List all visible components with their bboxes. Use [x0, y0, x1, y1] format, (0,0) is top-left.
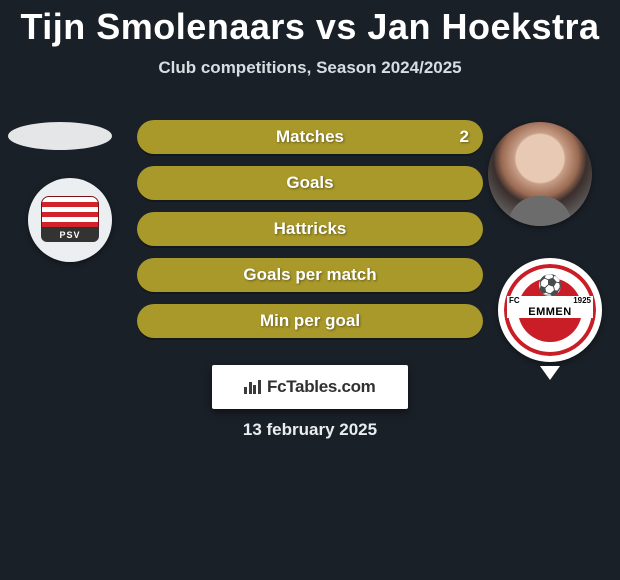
stat-row: Goals: [137, 166, 483, 200]
bar-chart-icon: [244, 380, 261, 394]
banner-text: FcTables.com: [267, 377, 376, 397]
stat-row: Min per goal: [137, 304, 483, 338]
stat-right-value: 2: [460, 127, 469, 147]
stat-row: Matches 2: [137, 120, 483, 154]
stat-label: Goals per match: [243, 265, 376, 285]
page-title: Tijn Smolenaars vs Jan Hoekstra: [0, 0, 620, 48]
stat-row: Hattricks: [137, 212, 483, 246]
stat-row: Goals per match: [137, 258, 483, 292]
page-subtitle: Club competitions, Season 2024/2025: [0, 58, 620, 78]
stat-label: Matches: [276, 127, 344, 147]
stat-label: Min per goal: [260, 311, 360, 331]
stats-list: Matches 2 Goals Hattricks Goals per matc…: [0, 120, 620, 350]
stat-label: Hattricks: [274, 219, 347, 239]
stat-label: Goals: [286, 173, 333, 193]
footer-date: 13 february 2025: [0, 420, 620, 440]
comparison-card: Tijn Smolenaars vs Jan Hoekstra Club com…: [0, 0, 620, 580]
fctables-banner[interactable]: FcTables.com: [212, 365, 408, 409]
